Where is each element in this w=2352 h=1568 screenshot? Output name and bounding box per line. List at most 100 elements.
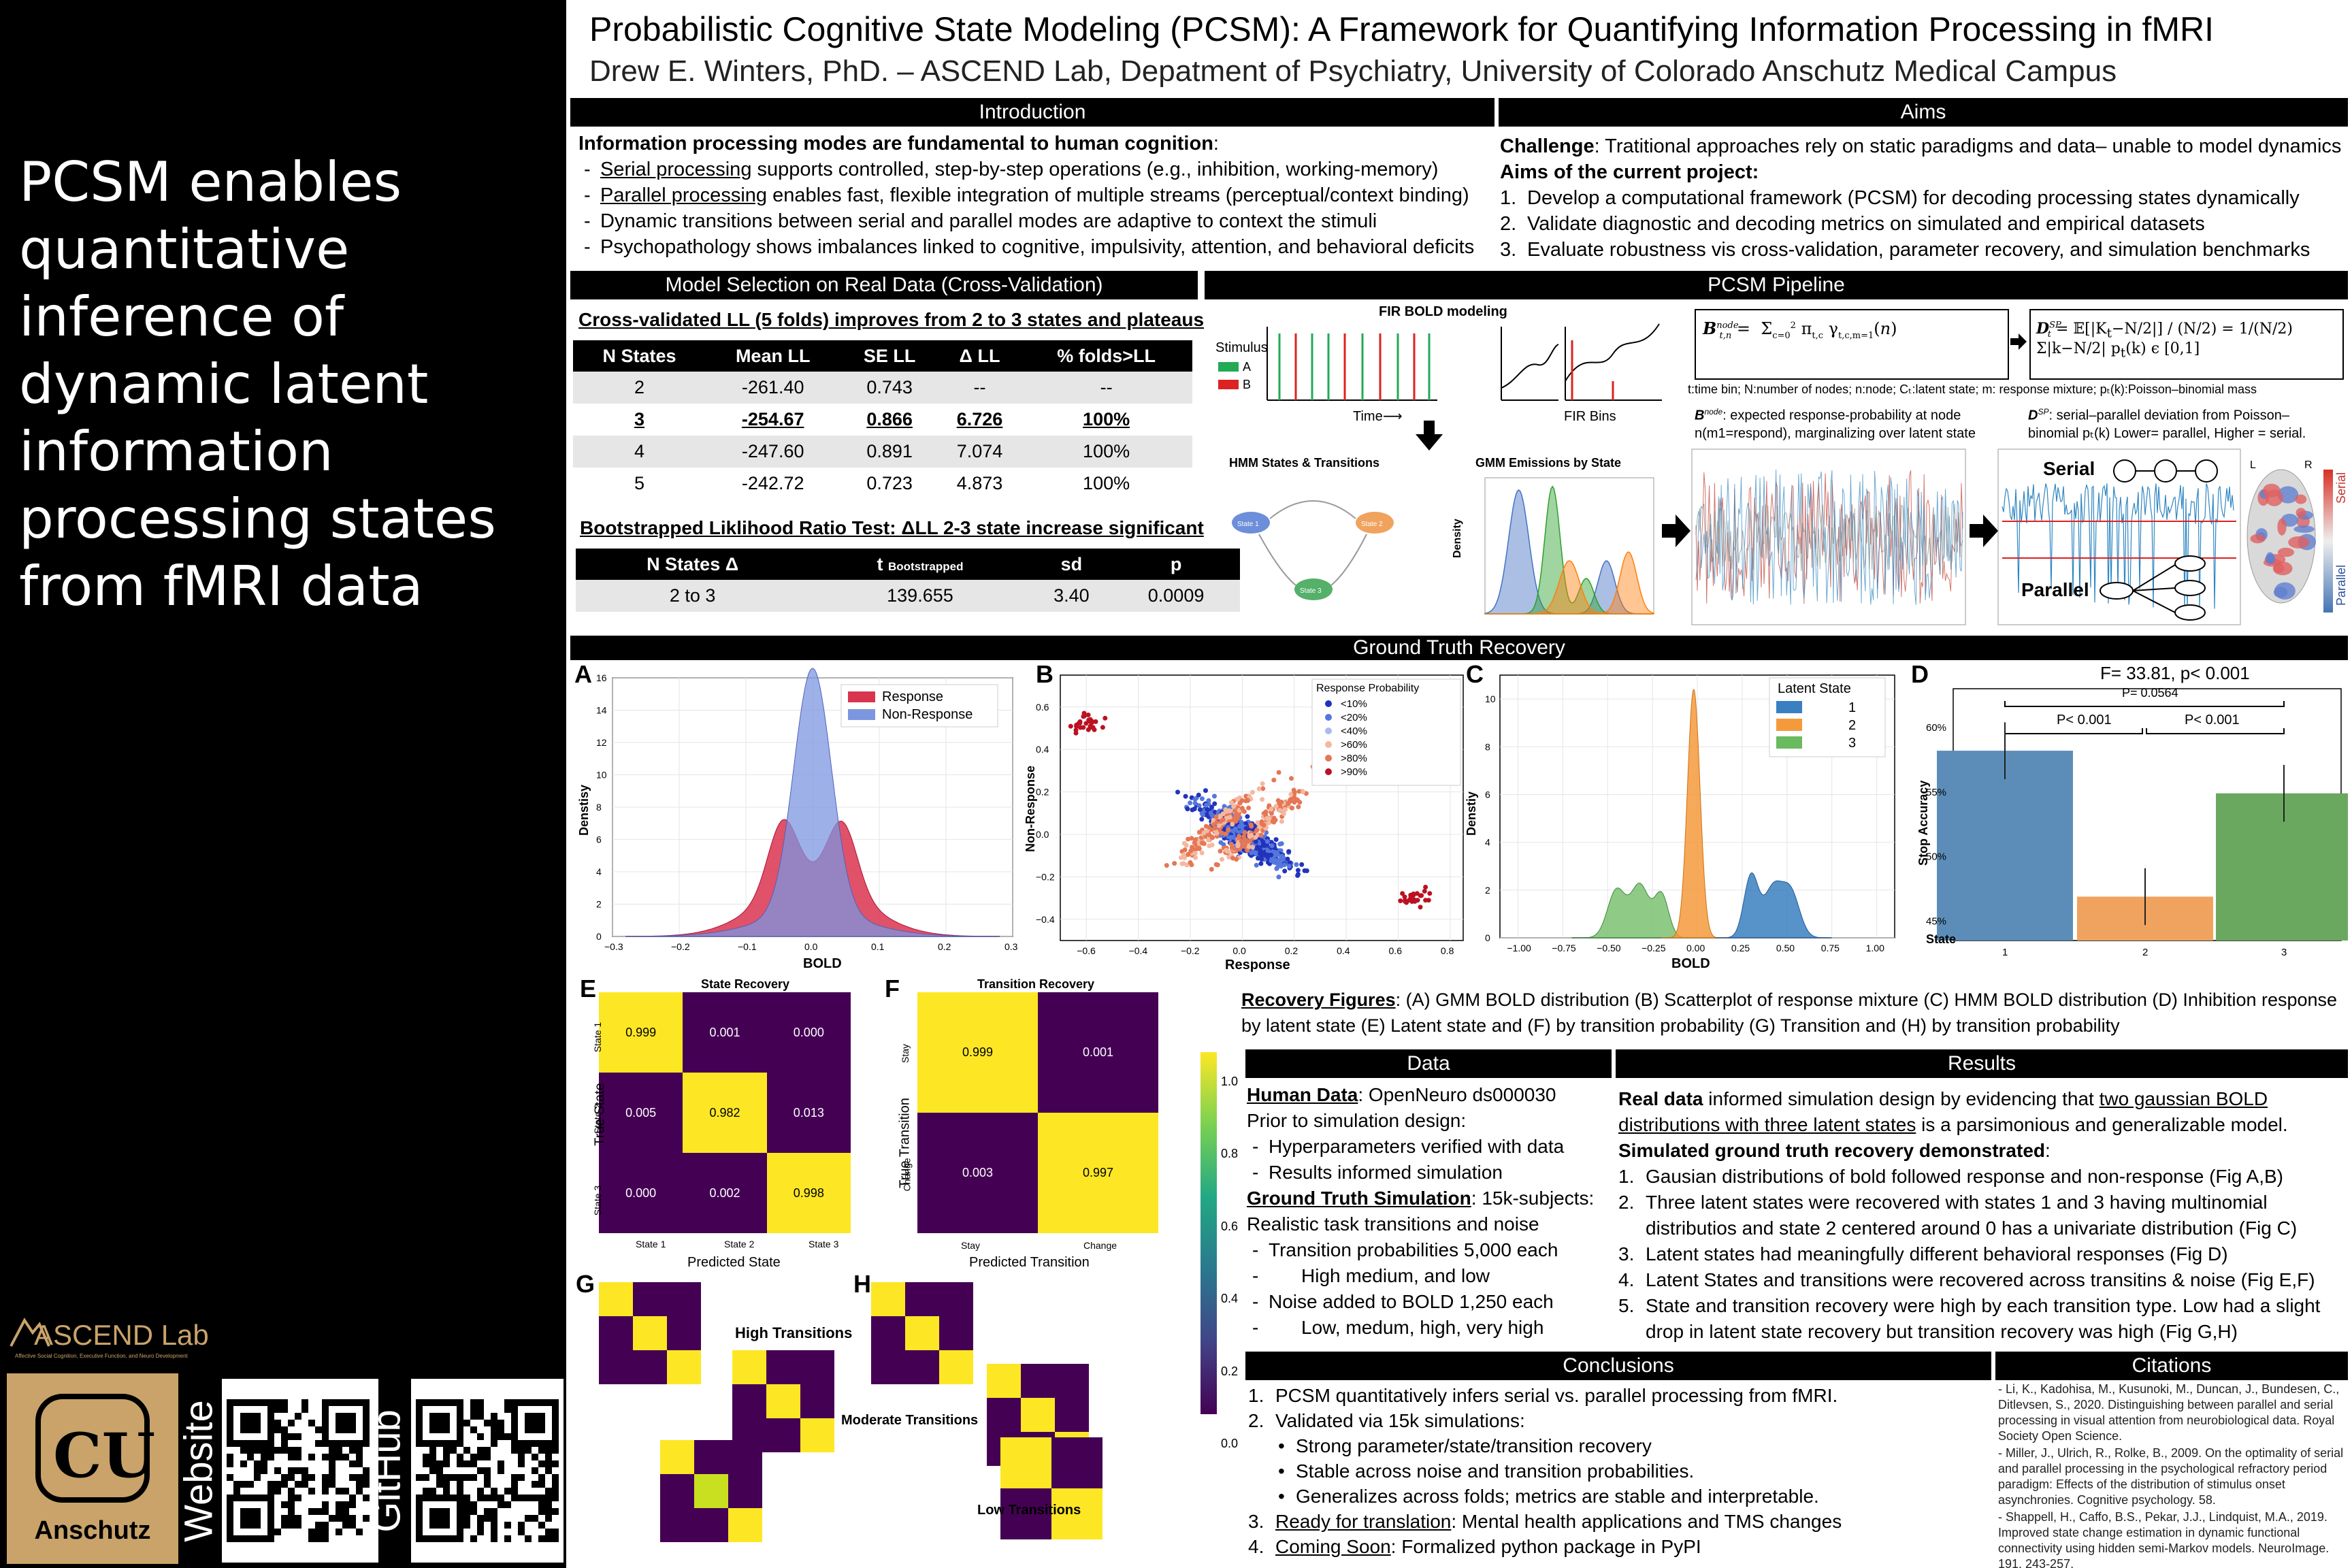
qr-module	[497, 1420, 504, 1426]
qr-module	[429, 1426, 436, 1433]
qr-module	[504, 1501, 511, 1508]
qr-module	[416, 1440, 423, 1447]
qr-module	[254, 1460, 261, 1467]
qr-module	[477, 1522, 484, 1529]
qr-module	[416, 1535, 423, 1542]
scatter-point	[1258, 861, 1264, 866]
qr-module	[429, 1494, 436, 1501]
qr-module	[518, 1454, 525, 1460]
qr-module	[288, 1522, 295, 1529]
figure-d-bar-chart: F= 33.81, p< 0.001 P= 0.0564 P< 0.001 P<…	[1916, 663, 2348, 958]
scatter-point	[1232, 846, 1237, 851]
matrix-cell	[599, 1316, 633, 1350]
x-tick-label: −1.00	[1507, 943, 1531, 953]
qr-module	[484, 1494, 491, 1501]
matrix-cell	[599, 1350, 633, 1384]
qr-module	[511, 1447, 518, 1454]
qr-module	[457, 1529, 463, 1535]
scatter-point	[1102, 715, 1108, 721]
qr-module	[363, 1426, 370, 1433]
qr-module	[254, 1413, 261, 1420]
qr-module	[470, 1406, 477, 1413]
heatmap-cell: 0.000	[599, 1153, 683, 1233]
qr-module	[240, 1440, 247, 1447]
qr-module	[322, 1501, 329, 1508]
x-tick-label: 0.1	[871, 941, 885, 952]
matrix-cell	[728, 1508, 762, 1542]
svg-text:Response: Response	[882, 689, 943, 704]
svg-text:FIR Bins: FIR Bins	[1564, 409, 1616, 424]
left-panel: PCSM enables quantitative inference of d…	[0, 0, 566, 1568]
scatter-point	[1164, 863, 1169, 868]
scatter-point	[1269, 852, 1274, 858]
y-tick-label: 10	[596, 770, 607, 781]
svg-text:P= 0.0564: P= 0.0564	[2122, 686, 2178, 700]
matrix-cell	[728, 1474, 762, 1508]
qr-module	[416, 1494, 423, 1501]
qr-module	[511, 1426, 518, 1433]
scatter-point	[1275, 798, 1281, 803]
qr-module	[457, 1494, 463, 1501]
scatter-point	[1403, 899, 1408, 904]
heatmap-cell: 0.997	[1038, 1113, 1158, 1233]
qr-module	[511, 1474, 518, 1481]
qr-module	[227, 1399, 233, 1406]
scatter-point	[1250, 789, 1255, 795]
qr-module	[315, 1522, 322, 1529]
svg-text:Non-Response: Non-Response	[882, 707, 973, 722]
svg-text:Denstiy: Denstiy	[1465, 791, 1478, 836]
data-header: Data	[1245, 1049, 1612, 1078]
qr-module	[470, 1454, 477, 1460]
qr-module	[457, 1413, 463, 1420]
qr-module	[233, 1488, 240, 1494]
matrix-cell	[905, 1350, 939, 1384]
qr-module	[518, 1460, 525, 1467]
scatter-point	[1100, 725, 1105, 730]
scatter-point	[1081, 725, 1086, 730]
scatter-point	[1184, 862, 1190, 868]
qr-module	[247, 1481, 254, 1488]
table-row: 4 -247.60 0.891 7.074 100%	[573, 436, 1192, 468]
website-qr-code[interactable]	[222, 1379, 378, 1563]
qr-module	[450, 1399, 457, 1406]
qr-module	[457, 1481, 463, 1488]
qr-module	[545, 1440, 552, 1447]
qr-module	[254, 1467, 261, 1474]
qr-module	[511, 1399, 518, 1406]
qr-module	[429, 1535, 436, 1542]
scatter-point	[1249, 823, 1254, 829]
qr-module	[301, 1481, 308, 1488]
scatter-point	[1265, 852, 1271, 858]
result-item: 2. Three latent states were recovered wit…	[1618, 1192, 2298, 1239]
qr-module	[511, 1494, 518, 1501]
scatter-point	[1277, 841, 1283, 847]
qr-module	[267, 1494, 274, 1501]
qr-module	[416, 1474, 423, 1481]
qr-module	[504, 1522, 511, 1529]
qr-module	[288, 1467, 295, 1474]
qr-module	[342, 1420, 349, 1426]
qr-module	[429, 1467, 436, 1474]
matrix-cell	[1055, 1364, 1089, 1398]
scatter-point	[1221, 842, 1226, 847]
qr-module	[308, 1535, 315, 1542]
qr-module	[288, 1488, 295, 1494]
qr-module	[538, 1474, 545, 1481]
qr-module	[532, 1426, 538, 1433]
qr-module	[267, 1488, 274, 1494]
list-item: Parallel processing enables fast, flexib…	[578, 182, 1494, 208]
qr-module	[267, 1454, 274, 1460]
scatter-point	[1246, 844, 1252, 849]
qr-module	[545, 1501, 552, 1508]
y-tick-label: 45%	[1926, 916, 1946, 928]
qr-module	[233, 1494, 240, 1501]
scatter-point	[1277, 808, 1282, 813]
qr-module	[443, 1481, 450, 1488]
qr-module	[329, 1440, 336, 1447]
qr-module	[349, 1413, 356, 1420]
github-qr-code[interactable]	[411, 1379, 564, 1563]
qr-module	[545, 1488, 552, 1494]
qr-module	[463, 1494, 470, 1501]
qr-module	[240, 1426, 247, 1433]
result-item: 1. Gausian distributions of bold followed…	[1618, 1166, 2283, 1187]
